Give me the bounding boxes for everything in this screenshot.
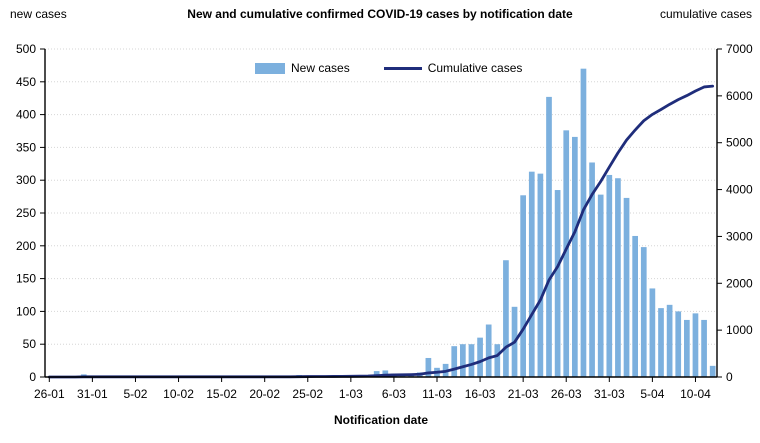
right-tick-label: 4000 [726,183,753,197]
left-tick-label: 200 [16,239,36,253]
right-tick-label: 1000 [726,323,753,337]
left-tick-label: 300 [16,173,36,187]
x-tick-label: 31-01 [77,387,108,401]
left-axis-title: new cases [10,7,67,21]
bar [675,311,682,377]
bar [606,174,613,377]
bar [485,324,492,377]
bar [572,136,578,377]
x-tick-label: 20-02 [249,387,280,401]
bar [632,235,638,377]
bar [640,247,647,377]
bar [658,308,664,377]
bar [520,195,526,377]
left-tick-label: 100 [16,304,36,318]
bar [425,357,432,377]
bar [666,304,673,377]
bar [373,371,380,377]
x-tick-label: 26-01 [34,387,65,401]
x-tick-label: 5-04 [640,387,664,401]
x-tick-label: 26-03 [551,387,582,401]
bar [623,197,630,377]
right-tick-label: 3000 [726,229,753,243]
x-tick-label: 6-03 [382,387,406,401]
x-tick-label: 10-04 [680,387,711,401]
right-tick-label: 5000 [726,136,753,150]
x-tick-label: 11-03 [422,387,452,401]
x-tick-label: 1-03 [339,387,363,401]
bar [597,194,604,377]
x-tick-label: 31-03 [594,387,625,401]
bar [589,162,595,377]
left-tick-label: 400 [16,108,36,122]
x-axis-title: Notification date [333,413,428,427]
left-tick-label: 250 [16,206,36,220]
x-tick-label: 15-02 [206,387,237,401]
legend-new-cases-label: New cases [291,61,350,75]
bar [537,173,544,377]
left-tick-label: 500 [16,42,36,56]
left-tick-label: 0 [29,370,36,384]
right-tick-label: 7000 [726,42,753,56]
left-tick-label: 450 [16,75,36,89]
bar [546,96,552,377]
left-tick-label: 350 [16,140,36,154]
chart-title: New and cumulative confirmed COVID-19 ca… [187,7,573,21]
bar [460,344,466,377]
legend-cumulative-label: Cumulative cases [427,61,523,75]
bar [701,319,707,377]
bar [684,319,690,377]
bar [528,171,535,377]
bar [554,190,561,377]
bar [580,68,587,378]
legend-item-cumulative: Cumulative cases [383,61,523,75]
bar [563,130,570,377]
bar [503,260,509,377]
bar [408,375,414,377]
bar [451,346,458,377]
left-tick-label: 150 [16,272,36,286]
x-tick-label: 10-02 [163,387,194,401]
right-tick-label: 0 [726,370,733,384]
bar [494,344,501,377]
bar [709,365,716,377]
bar [649,288,656,377]
x-tick-label: 5-02 [123,387,147,401]
x-tick-label: 16-03 [465,387,496,401]
bar [477,337,483,377]
x-tick-label: 25-02 [292,387,323,401]
legend: New cases Cumulative cases [255,61,522,75]
bar [692,313,699,377]
new-cases-swatch-icon [255,62,285,74]
right-tick-label: 6000 [726,89,753,103]
cumulative-line-swatch-icon [383,66,422,70]
x-tick-label: 21-03 [508,387,539,401]
left-tick-label: 50 [23,337,37,351]
bar [382,370,389,377]
bar [615,178,621,377]
legend-item-new-cases: New cases [255,61,350,75]
bar [468,344,475,377]
cumulative-line [47,84,715,379]
right-tick-label: 2000 [726,276,753,290]
right-axis-title: cumulative cases [659,7,752,21]
